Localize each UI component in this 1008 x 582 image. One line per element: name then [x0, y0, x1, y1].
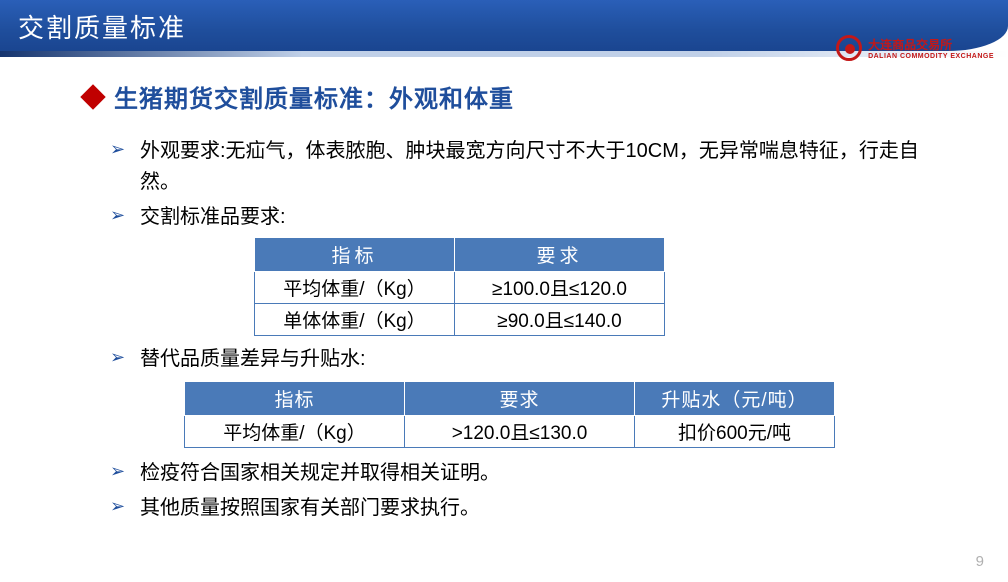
table-header: 指标 — [185, 382, 405, 416]
table-row: 单体体重/（Kg） ≥90.0且≤140.0 — [255, 304, 665, 336]
table-cell: ≥100.0且≤120.0 — [455, 272, 665, 304]
subtitle: 生猪期货交割质量标准：外观和体重 — [114, 79, 514, 114]
slide-content: 生猪期货交割质量标准：外观和体重 外观要求:无疝气，体表脓胞、肿块最宽方向尺寸不… — [0, 51, 1008, 524]
bullet-list: 外观要求:无疝气，体表脓胞、肿块最宽方向尺寸不大于10CM，无异常喘息特征，行走… — [84, 136, 938, 233]
logo-sub-text: DALIAN COMMODITY EXCHANGE — [868, 53, 994, 60]
list-item: 其他质量按照国家有关部门要求执行。 — [110, 493, 938, 524]
table-cell: 扣价600元/吨 — [635, 416, 835, 448]
substitute-table: 指标 要求 升贴水（元/吨） 平均体重/（Kg） >120.0且≤130.0 扣… — [184, 381, 835, 448]
standard-table: 指标 要求 平均体重/（Kg） ≥100.0且≤120.0 单体体重/（Kg） … — [254, 237, 665, 336]
table-cell: >120.0且≤130.0 — [405, 416, 635, 448]
exchange-logo: 大连商品交易所 DALIAN COMMODITY EXCHANGE — [836, 35, 994, 61]
standard-table-wrap: 指标 要求 平均体重/（Kg） ≥100.0且≤120.0 单体体重/（Kg） … — [254, 237, 938, 336]
table-cell: ≥90.0且≤140.0 — [455, 304, 665, 336]
logo-main-text: 大连商品交易所 — [868, 36, 994, 53]
table-cell: 单体体重/（Kg） — [255, 304, 455, 336]
bullet-list: 检疫符合国家相关规定并取得相关证明。 其他质量按照国家有关部门要求执行。 — [84, 458, 938, 524]
page-number: 9 — [976, 553, 984, 570]
diamond-icon — [80, 84, 105, 109]
swirl-icon — [836, 35, 862, 61]
list-item: 交割标准品要求: — [110, 202, 938, 233]
bullet-list: 替代品质量差异与升贴水: — [84, 344, 938, 375]
list-item: 外观要求:无疝气，体表脓胞、肿块最宽方向尺寸不大于10CM，无异常喘息特征，行走… — [110, 136, 938, 198]
table-cell: 平均体重/（Kg） — [255, 272, 455, 304]
page-title: 交割质量标准 — [18, 13, 186, 43]
list-item: 替代品质量差异与升贴水: — [110, 344, 938, 375]
table-header: 升贴水（元/吨） — [635, 382, 835, 416]
table-row: 平均体重/（Kg） >120.0且≤130.0 扣价600元/吨 — [185, 416, 835, 448]
table-row: 平均体重/（Kg） ≥100.0且≤120.0 — [255, 272, 665, 304]
table-header: 要求 — [455, 238, 665, 272]
subst-table-wrap: 指标 要求 升贴水（元/吨） 平均体重/（Kg） >120.0且≤130.0 扣… — [184, 381, 938, 448]
table-header: 指标 — [255, 238, 455, 272]
table-header: 要求 — [405, 382, 635, 416]
list-item: 检疫符合国家相关规定并取得相关证明。 — [110, 458, 938, 489]
subtitle-row: 生猪期货交割质量标准：外观和体重 — [84, 79, 938, 114]
table-cell: 平均体重/（Kg） — [185, 416, 405, 448]
